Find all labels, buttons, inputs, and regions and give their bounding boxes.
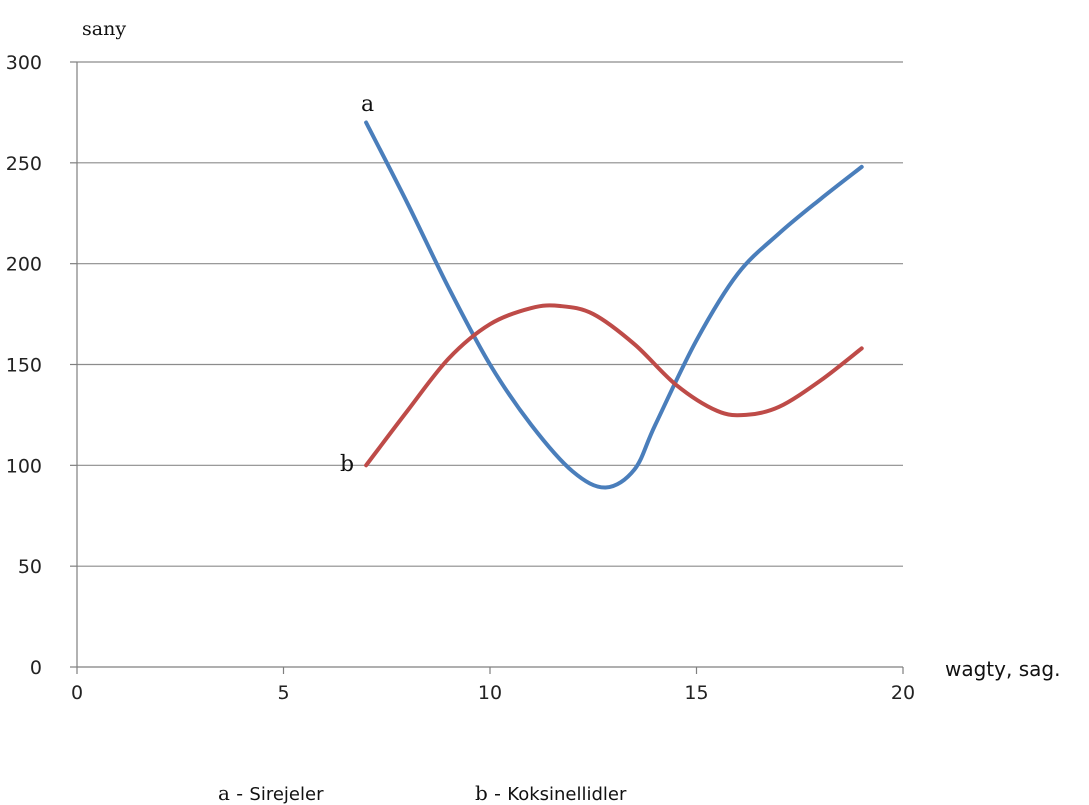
y-tick-label-200: 200 <box>6 254 42 276</box>
x-tick-label-10: 10 <box>478 682 502 704</box>
legend-entry-a: a - Sirejeler <box>218 781 324 805</box>
x-axis-title: wagty, sag. <box>945 657 1060 681</box>
legend-entry-b: b - Koksinellidler <box>475 781 627 805</box>
y-tick-label-250: 250 <box>6 153 42 175</box>
legend: a - Sirejeler b - Koksinellidler <box>218 781 627 805</box>
x-tick-label-20: 20 <box>891 682 915 704</box>
x-tick-label-15: 15 <box>684 682 708 704</box>
gridlines <box>70 61 903 668</box>
x-tick-labels: 0 5 10 15 20 <box>71 682 915 704</box>
legend-key-b: b - <box>475 781 507 805</box>
y-tick-label-300: 300 <box>6 52 42 74</box>
axes <box>76 62 904 674</box>
series-line-a <box>364 120 864 490</box>
x-tick-label-5: 5 <box>277 682 289 704</box>
x-tick-label-0: 0 <box>71 682 83 704</box>
y-axis-title: sany <box>82 18 126 40</box>
legend-label-b: Koksinellidler <box>507 784 627 805</box>
series-lines <box>364 120 864 490</box>
y-tick-label-50: 50 <box>18 556 42 578</box>
y-tick-labels: 0 50 100 150 200 250 300 <box>6 52 42 679</box>
legend-key-a: a - <box>218 781 249 805</box>
series-a-tag: a <box>361 92 374 117</box>
series-b-tag: b <box>340 452 354 477</box>
legend-label-a: Sirejeler <box>249 784 324 805</box>
y-tick-label-0: 0 <box>30 657 42 679</box>
y-tick-label-150: 150 <box>6 355 42 377</box>
y-tick-label-100: 100 <box>6 455 42 477</box>
series-line-b <box>364 303 864 468</box>
